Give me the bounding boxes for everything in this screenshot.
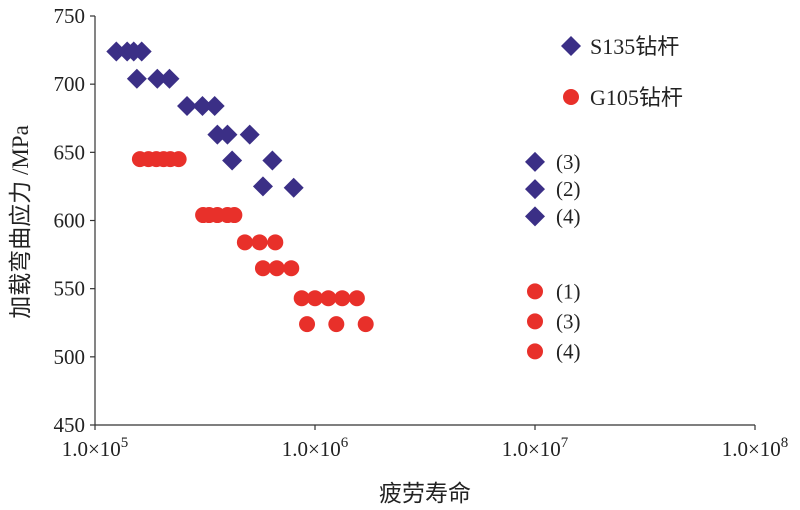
runout-point [525, 206, 545, 227]
legend-label: S135钻杆 [590, 34, 679, 59]
data-point-s135 [283, 177, 304, 198]
data-point-s135 [239, 124, 260, 145]
runout-point [525, 179, 545, 200]
y-axis-title: 加载弯曲应力 /MPa [8, 125, 33, 319]
y-tick-label: 600 [54, 209, 86, 233]
y-tick-label: 700 [54, 72, 86, 96]
runout-label: (1) [556, 279, 581, 303]
x-tick-label: 1.0×106 [282, 435, 349, 461]
data-point-s135 [159, 68, 180, 89]
y-tick-label: 650 [54, 140, 86, 164]
data-point-g105 [170, 151, 187, 168]
data-point-g105 [226, 207, 243, 224]
data-point-s135 [222, 150, 243, 171]
data-point-s135 [217, 124, 238, 145]
data-points [106, 41, 374, 333]
data-point-g105 [293, 290, 310, 307]
runout-label: (3) [556, 150, 581, 174]
runout-label: (4) [556, 204, 581, 228]
data-point-s135 [126, 68, 147, 89]
x-tick-label: 1.0×105 [62, 435, 129, 461]
data-point-g105 [320, 290, 337, 307]
y-tick-label: 450 [54, 413, 86, 437]
data-point-g105 [236, 234, 253, 251]
x-axis-title: 疲劳寿命 [379, 481, 471, 506]
data-point-s135 [131, 41, 152, 62]
y-ticks: 450 500 550 600 650 700 750 [54, 4, 95, 437]
legend-marker [561, 36, 581, 56]
data-point-s135 [106, 41, 127, 62]
data-point-s135 [262, 150, 283, 171]
data-point-s135 [147, 68, 168, 89]
data-point-g105 [251, 234, 268, 251]
y-tick-label: 550 [54, 277, 86, 301]
y-tick-label: 750 [54, 4, 86, 28]
data-point-s135 [252, 176, 273, 197]
data-point-g105 [307, 290, 323, 307]
legend-marker [563, 89, 579, 105]
data-point-s135 [204, 95, 225, 116]
legend: S135钻杆 G105钻杆 [561, 34, 683, 110]
data-point-g105 [283, 260, 300, 277]
runout-label: (4) [556, 339, 581, 363]
data-point-g105 [328, 316, 345, 333]
y-tick-label: 500 [54, 345, 86, 369]
data-point-g105 [348, 290, 365, 307]
runout-points: (3) (2) (4) (1) (3) (4) [525, 150, 581, 363]
runout-point [527, 343, 543, 360]
axes [94, 16, 755, 426]
runout-point [525, 151, 545, 172]
data-point-g105 [334, 290, 351, 307]
runout-label: (3) [556, 309, 581, 333]
data-point-s135 [192, 95, 213, 116]
x-tick-label: 1.0×107 [502, 435, 569, 461]
data-point-g105 [357, 316, 374, 333]
data-point-g105 [299, 316, 316, 333]
runout-point [527, 283, 543, 300]
data-point-s135 [207, 124, 228, 145]
data-point-g105 [254, 260, 271, 277]
data-point-s135 [177, 95, 198, 116]
legend-label: G105钻杆 [590, 85, 683, 110]
x-tick-label: 1.0×108 [722, 435, 789, 461]
runout-point [527, 313, 543, 330]
data-point-g105 [267, 234, 284, 251]
runout-label: (2) [556, 177, 581, 201]
x-ticks: 1.0×105 1.0×106 1.0×107 1.0×108 [62, 425, 789, 461]
data-point-g105 [268, 260, 285, 277]
